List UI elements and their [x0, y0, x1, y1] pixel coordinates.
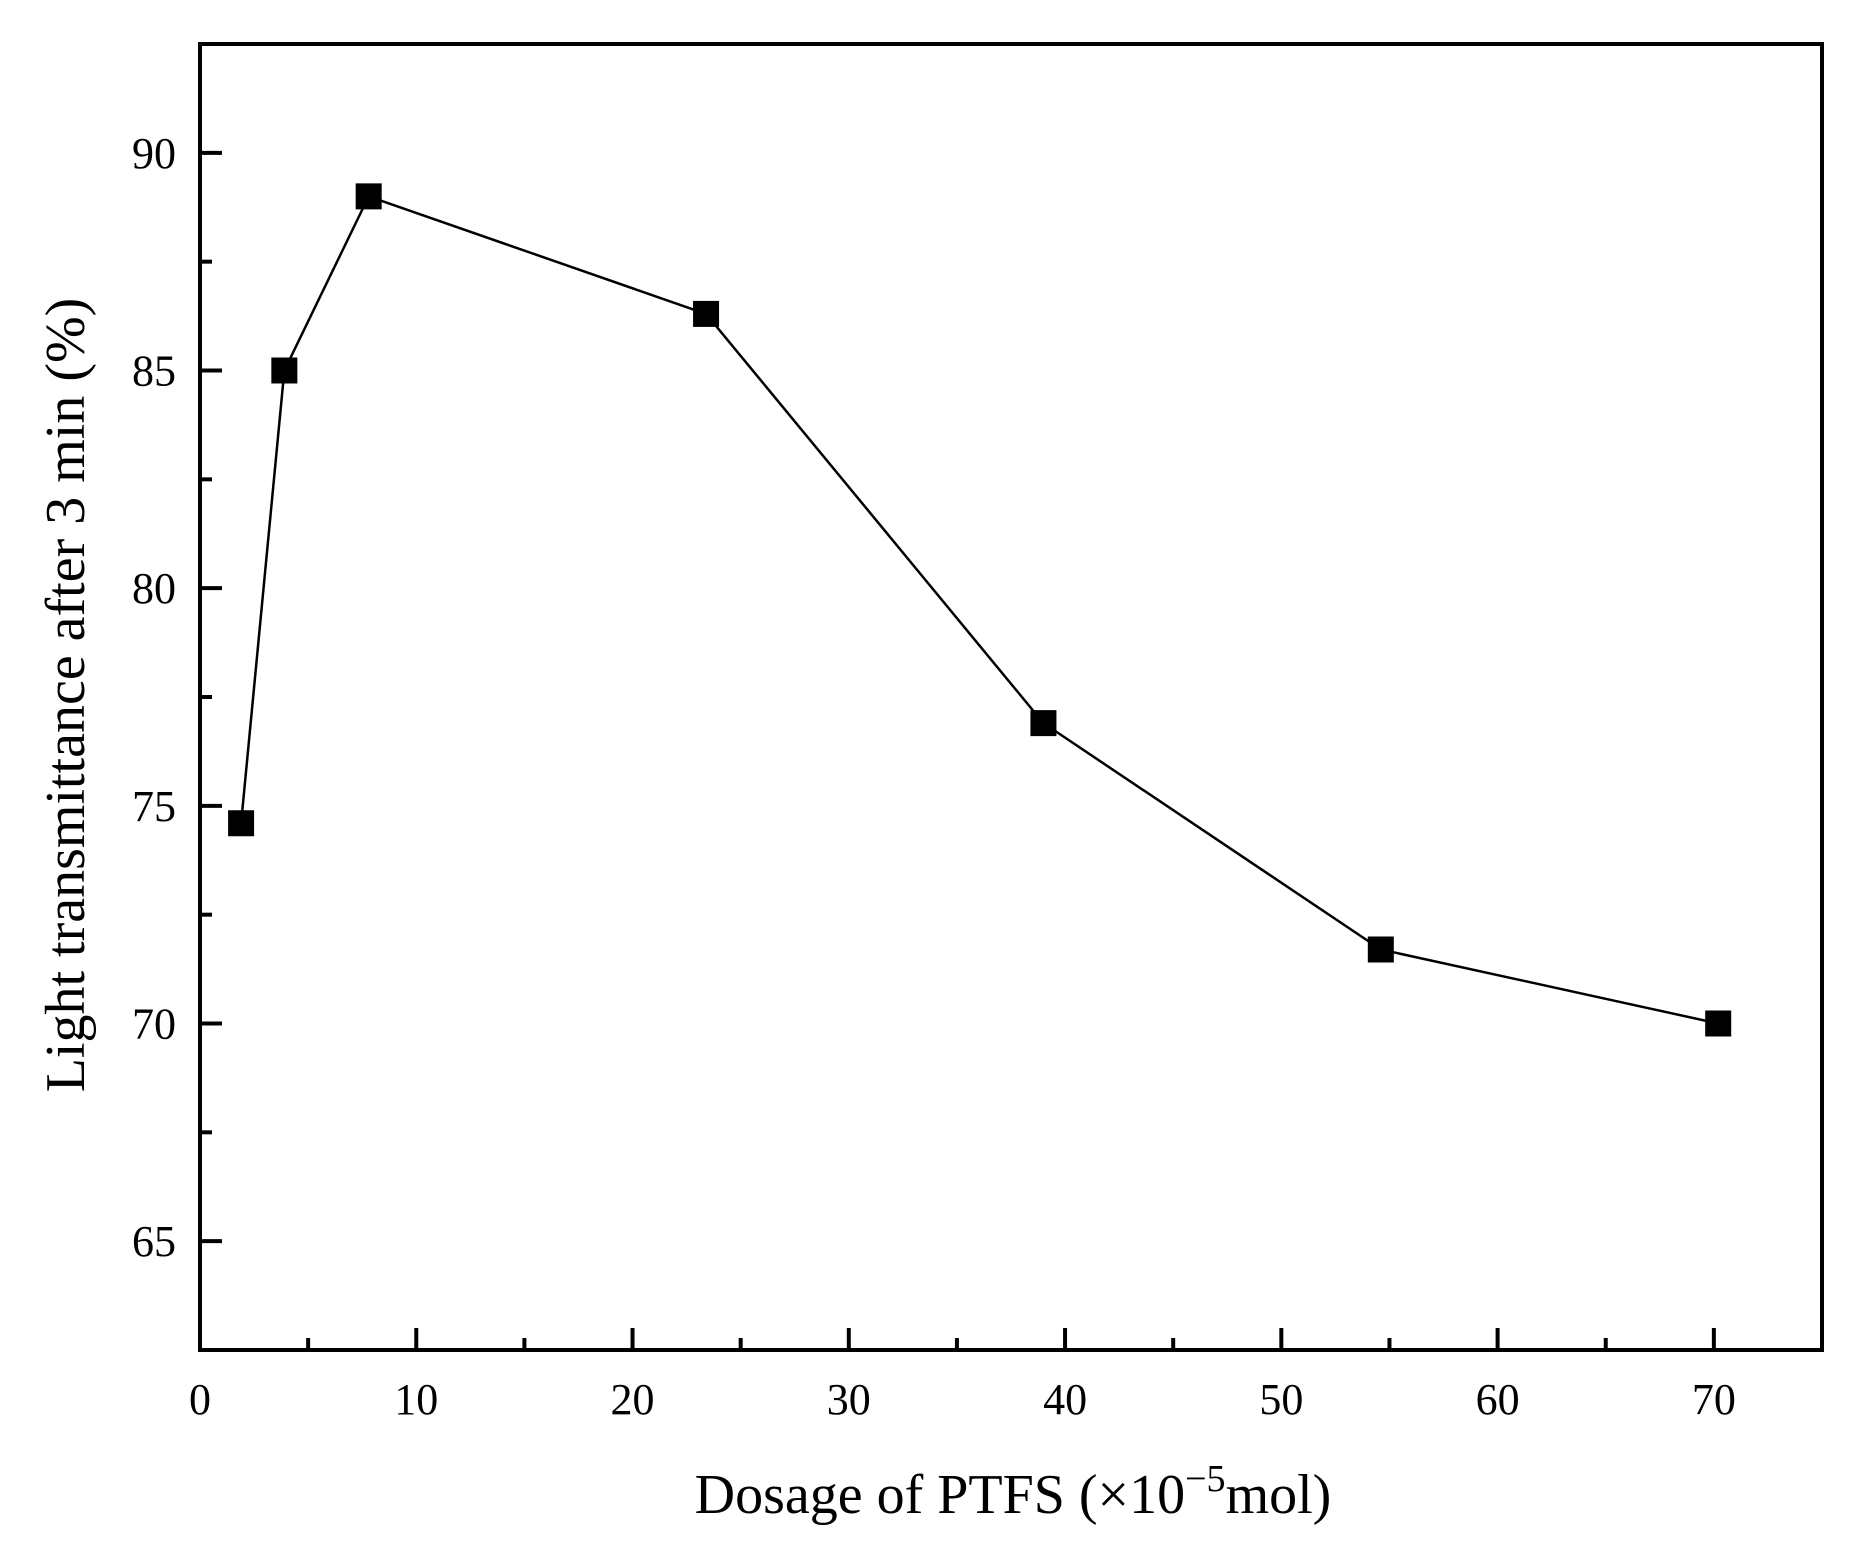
y-tick-label: 70 [132, 1000, 176, 1049]
y-tick-label: 85 [132, 347, 176, 396]
x-tick-label: 30 [827, 1375, 871, 1424]
x-axis-title-superscript: −5 [1185, 1458, 1225, 1500]
x-tick-label: 0 [189, 1375, 211, 1424]
x-tick-label: 60 [1476, 1375, 1520, 1424]
x-tick-label: 50 [1259, 1375, 1303, 1424]
data-point-marker [1030, 710, 1057, 737]
x-axis-title: Dosage of PTFS (×10−5mol) [695, 1458, 1332, 1526]
x-tick-label: 40 [1043, 1375, 1087, 1424]
data-point-marker [1705, 1010, 1732, 1037]
data-point-marker [228, 810, 255, 837]
data-point-marker [693, 300, 720, 327]
y-tick-label: 90 [132, 129, 176, 178]
series-layer [228, 183, 1732, 1037]
x-tick-label: 70 [1692, 1375, 1736, 1424]
x-axis-title-suffix: mol) [1226, 1464, 1332, 1526]
plot-frame [198, 42, 1824, 1352]
data-point-marker [355, 183, 382, 210]
x-tick-label: 10 [394, 1375, 438, 1424]
data-point-marker [271, 357, 298, 384]
y-tick-labels: 65 70 75 80 85 90 [132, 129, 176, 1266]
x-tick-label: 20 [611, 1375, 655, 1424]
y-tick-label: 65 [132, 1217, 176, 1266]
y-tick-label: 75 [132, 782, 176, 831]
x-axis-title-prefix: Dosage of PTFS (×10 [695, 1464, 1185, 1526]
y-axis-title: Light transmittance after 3 min (%) [35, 298, 97, 1093]
x-tick-labels: 0 10 20 30 40 50 60 70 [189, 1375, 1736, 1424]
y-tick-label: 80 [132, 564, 176, 613]
data-point-marker [1367, 936, 1394, 963]
